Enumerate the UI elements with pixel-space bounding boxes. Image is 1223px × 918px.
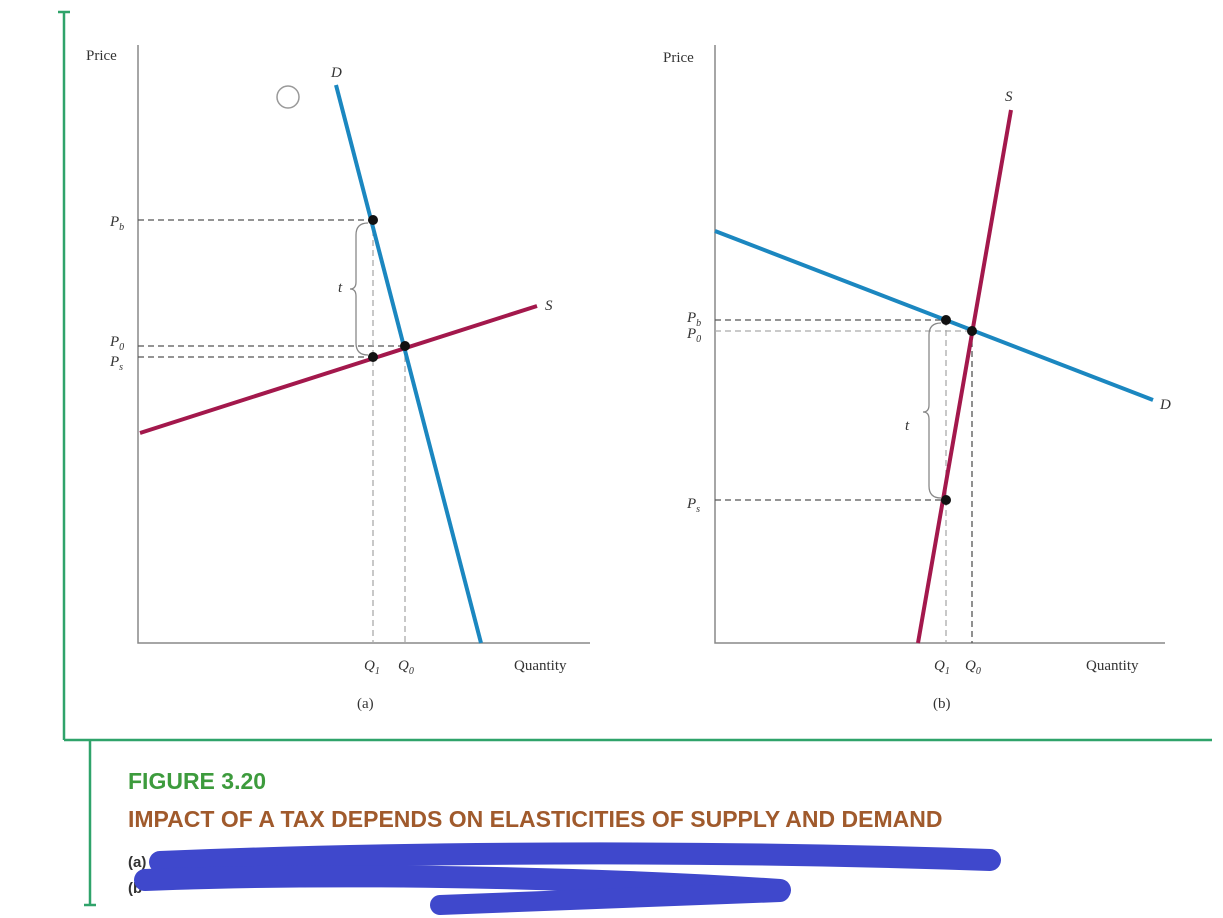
panel-a: Price Quantity (a) D S t Pb P0 Ps Q1 Q0 xyxy=(86,45,590,712)
panel-b: Price Quantity (b) D S t Pb P0 Ps Q1 Q0 xyxy=(663,45,1171,712)
tax-label: t xyxy=(338,280,343,296)
panel-caption: (a) xyxy=(357,696,374,712)
frame xyxy=(58,10,1212,907)
demand-curve xyxy=(334,84,483,644)
brace xyxy=(922,322,942,499)
quantity-label: Q1 xyxy=(934,658,950,677)
axes xyxy=(137,45,590,644)
demand-label: D xyxy=(1159,397,1171,413)
price-label: P0 xyxy=(109,334,124,353)
axes xyxy=(714,45,1165,644)
figure-title: IMPACT OF A TAX DEPENDS ON ELASTICITIES … xyxy=(128,806,942,832)
y-axis-label: Price xyxy=(86,48,117,64)
supply-label: S xyxy=(1005,89,1013,105)
quantity-label: Q0 xyxy=(398,658,414,677)
redaction xyxy=(134,842,1001,915)
panel-caption: (b) xyxy=(933,696,951,712)
demand-label: D xyxy=(330,65,342,81)
supply-label: S xyxy=(545,298,553,314)
supply-curve xyxy=(916,109,1013,644)
quantity-label: Q1 xyxy=(364,658,380,677)
point xyxy=(967,326,977,336)
figure-number: FIGURE 3.20 xyxy=(128,768,266,794)
point xyxy=(941,315,951,325)
brace xyxy=(349,222,369,356)
price-label: Ps xyxy=(109,354,123,373)
price-label: Pb xyxy=(686,310,701,329)
x-axis-label: Quantity xyxy=(514,658,567,674)
supply-curve xyxy=(139,304,538,435)
price-label: Pb xyxy=(109,214,124,233)
y-axis-label: Price xyxy=(663,50,694,66)
figure-note: (a) xyxy=(128,854,146,871)
point xyxy=(368,352,378,362)
price-label: P0 xyxy=(686,326,701,345)
radio-circle[interactable] xyxy=(276,85,300,109)
point xyxy=(400,341,410,351)
price-label: Ps xyxy=(686,496,700,515)
point xyxy=(941,495,951,505)
tax-label: t xyxy=(905,418,910,434)
x-axis-label: Quantity xyxy=(1086,658,1139,674)
demand-curve xyxy=(714,229,1154,402)
point xyxy=(368,215,378,225)
quantity-label: Q0 xyxy=(965,658,981,677)
